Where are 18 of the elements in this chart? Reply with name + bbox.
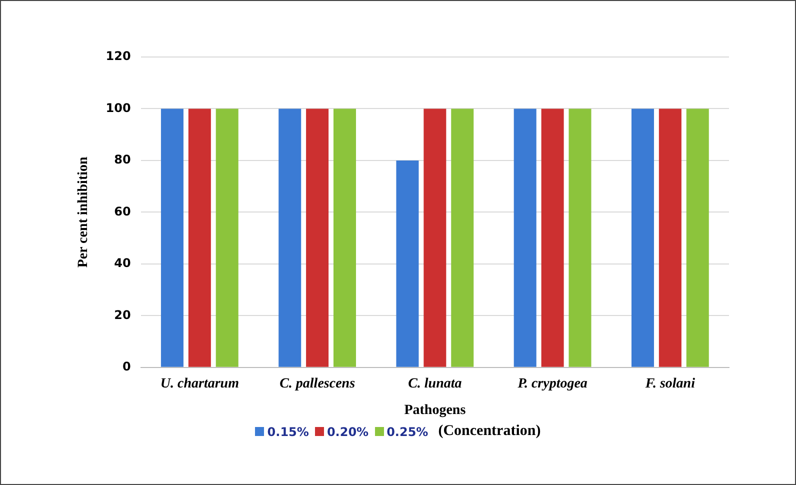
x-tick-label: F. solani (644, 376, 696, 392)
y-tick-label: 40 (114, 256, 131, 270)
y-tick-label: 100 (106, 100, 131, 115)
x-tick-label: U. chartarum (160, 376, 240, 392)
legend-title: (Concentration) (438, 423, 541, 440)
y-tick-label: 80 (114, 152, 131, 167)
legend-label: 0.25% (386, 424, 428, 438)
y-tick-label: 20 (114, 308, 131, 322)
x-axis-title: Pathogens (404, 403, 466, 418)
legend-label: 0.15% (267, 424, 309, 438)
y-axis-title: Per cent inhibition (76, 156, 92, 268)
y-tick-label: 0 (122, 360, 131, 374)
x-tick-label: P. cryptogea (518, 376, 588, 392)
y-tick-label: 60 (114, 204, 131, 218)
y-tick-label: 120 (106, 49, 131, 64)
x-tick-label: C. pallescens (280, 376, 356, 392)
legend-label: 0.20% (326, 424, 369, 438)
x-tick-label: C. lunata (408, 376, 462, 392)
